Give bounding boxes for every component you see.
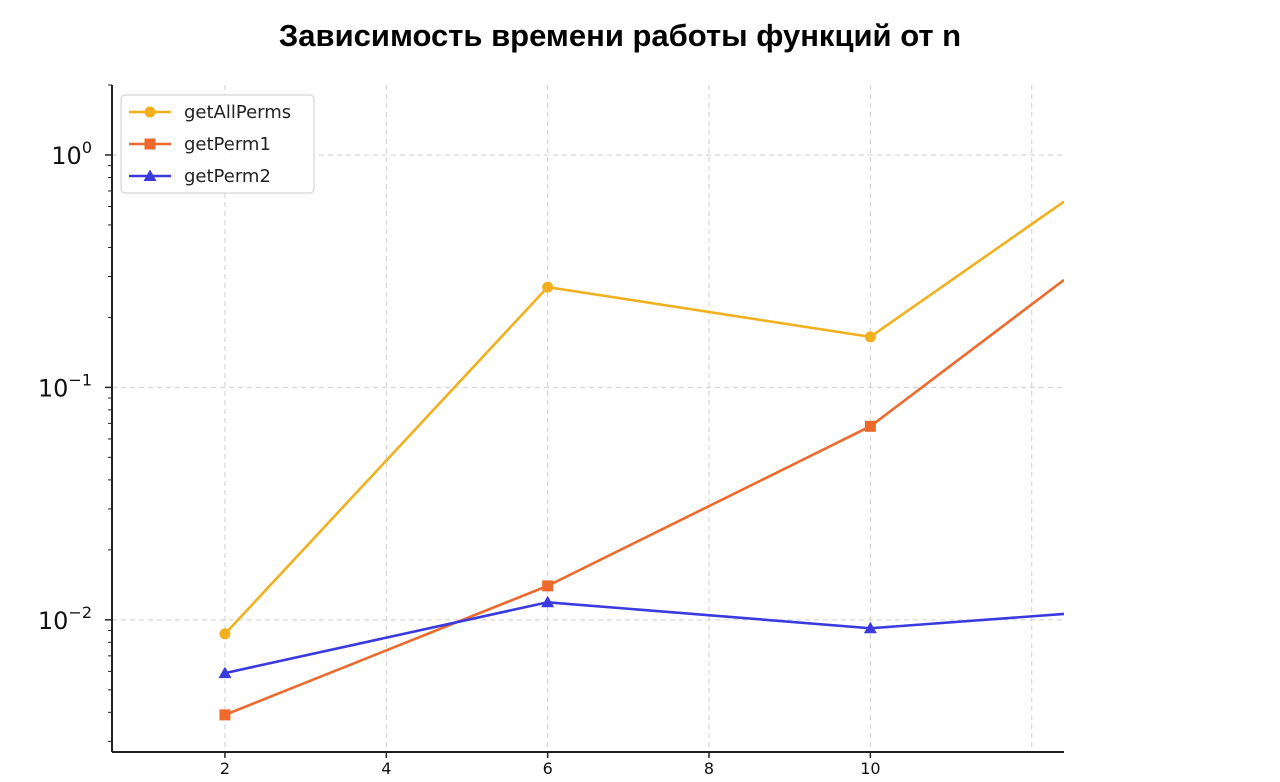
legend-box [120, 94, 315, 194]
data-point [863, 621, 877, 634]
data-point [542, 580, 554, 592]
legend-item: getPerm1 [129, 134, 271, 155]
legend-label: getPerm2 [184, 166, 271, 187]
data-point [864, 420, 876, 432]
series-line [224, 278, 1064, 717]
x-tick-label: 8 [704, 759, 714, 778]
series-getPerm2 [218, 595, 1064, 679]
legend-item: getAllPerms [129, 102, 291, 123]
axes: 2 4 6 8 10 100 10−1 10−2 [38, 84, 1064, 778]
data-point [219, 709, 231, 721]
legend-item: getPerm2 [129, 166, 271, 187]
legend: getAllPerms getPerm1 getPerm2 [120, 94, 315, 194]
series-getAllPerms [219, 200, 1064, 640]
grid-lines [112, 85, 1064, 752]
chart-title: Зависимость времени работы функций от n [278, 18, 962, 53]
y-tick-label: 10−1 [38, 370, 92, 402]
legend-label: getAllPerms [184, 102, 291, 123]
data-point [542, 281, 554, 293]
data-point [219, 628, 231, 640]
legend-marker [144, 106, 156, 118]
x-tick-label: 6 [543, 759, 553, 778]
data-point [218, 666, 232, 679]
legend-marker [144, 138, 156, 150]
series-getPerm1 [219, 278, 1064, 721]
y-tick-label: 100 [51, 138, 92, 170]
series-line [224, 600, 1064, 675]
data-point [541, 595, 555, 608]
y-tick-label: 10−2 [38, 603, 92, 635]
x-tick-label: 10 [860, 759, 880, 778]
x-tick-label: 2 [220, 759, 230, 778]
data-point [864, 331, 876, 343]
series-lines [218, 200, 1064, 721]
x-tick-label: 4 [381, 759, 391, 778]
legend-marker [143, 169, 157, 181]
legend-label: getPerm1 [184, 134, 271, 155]
series-line [223, 200, 1064, 635]
